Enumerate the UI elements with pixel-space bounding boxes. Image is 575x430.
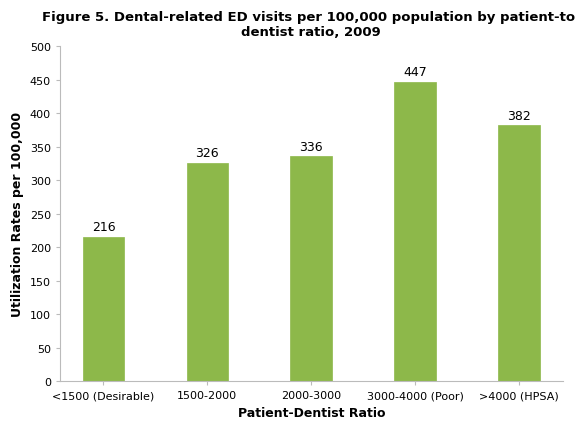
Bar <box>83 237 124 381</box>
Text: 447: 447 <box>403 66 427 79</box>
Text: 336: 336 <box>300 141 323 154</box>
X-axis label: Patient-Dentist Ratio: Patient-Dentist Ratio <box>237 406 385 419</box>
Text: 326: 326 <box>196 147 219 160</box>
Y-axis label: Utilization Rates per 100,000: Utilization Rates per 100,000 <box>11 112 24 316</box>
Bar <box>290 157 332 381</box>
Text: 382: 382 <box>507 110 531 123</box>
Title: Figure 5. Dental-related ED visits per 100,000 population by patient-to-
dentist: Figure 5. Dental-related ED visits per 1… <box>42 11 575 39</box>
Bar <box>499 126 540 381</box>
Bar <box>394 83 436 381</box>
Bar <box>186 163 228 381</box>
Text: 216: 216 <box>91 221 115 233</box>
